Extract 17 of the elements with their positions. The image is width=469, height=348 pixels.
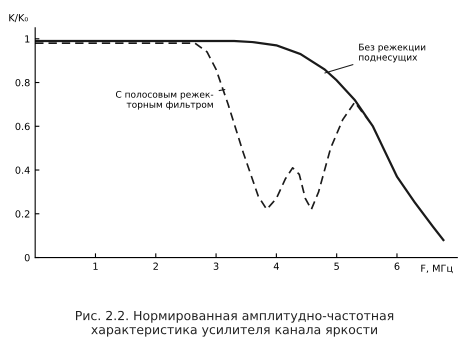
y-tick-label: 0 [24, 254, 30, 262]
x-tick-label: 6 [394, 262, 400, 270]
x-axis-title: F, МГц [421, 264, 453, 274]
y-tick-label: 0.6 [15, 122, 30, 130]
x-tick-label: 1 [93, 262, 98, 270]
x-tick-label: 4 [274, 262, 279, 270]
x-tick-label: 2 [153, 262, 158, 270]
y-tick-label: 1 [25, 35, 30, 42]
annotation: С полосовым режек- торным фильтром [116, 90, 214, 110]
y-tick-label: 0.2 [15, 210, 30, 218]
y-tick-label: 0.8 [15, 79, 30, 86]
x-tick-label: 5 [334, 262, 339, 270]
y-axis-title: K/K₀ [9, 14, 28, 22]
annotation: Без режекции поднесущих [359, 44, 426, 62]
x-tick-label: 3 [214, 262, 218, 270]
text: Рис. 2.2. Нормированная амплитудно-частотная характеристика усилителя канала яркости [76, 310, 394, 337]
y-tick-label: 0.4 [15, 166, 30, 174]
